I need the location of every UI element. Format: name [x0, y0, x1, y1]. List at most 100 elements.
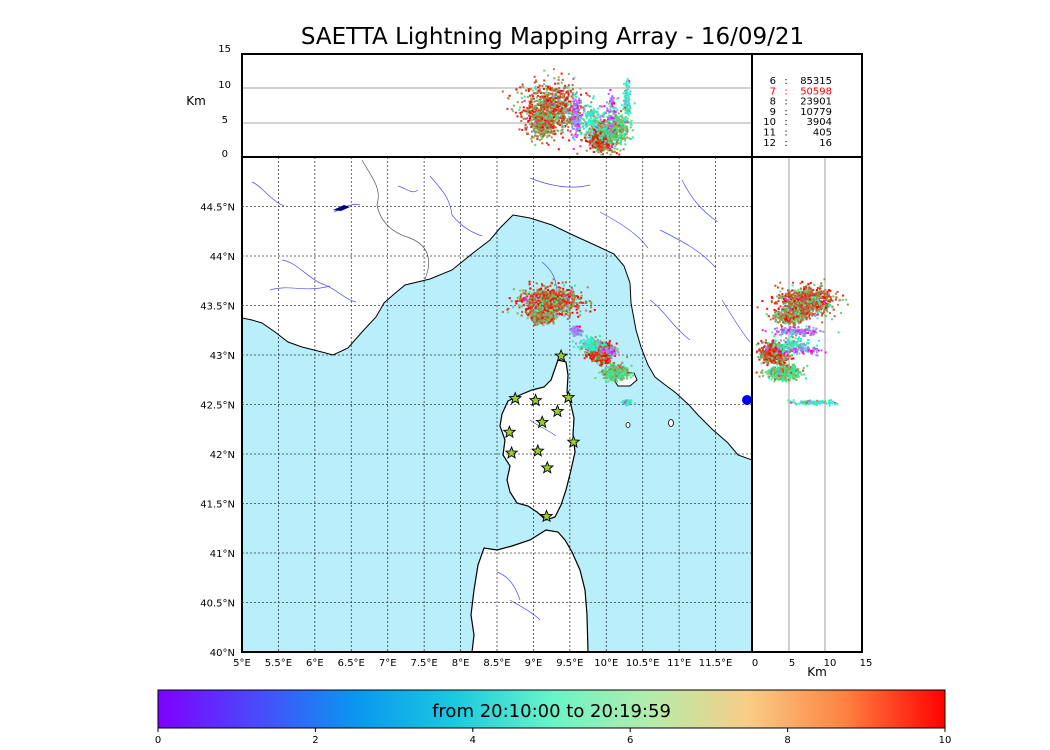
source-point-plan [613, 379, 616, 382]
source-point-plan [580, 339, 583, 342]
source-point-plan [567, 291, 570, 294]
source-point-plan [560, 294, 563, 297]
source-point-plan [536, 288, 539, 291]
source-point-plan [562, 287, 565, 290]
source-point-altitude [599, 134, 602, 137]
source-point-altitude [588, 144, 591, 147]
source-point-altitude [544, 84, 547, 87]
source-point-plan [589, 345, 592, 348]
source-point-altitude [621, 116, 624, 119]
source-point-plan [584, 299, 587, 302]
lon-tick-label: 6.5°E [338, 658, 365, 669]
source-point-plan [539, 305, 542, 308]
source-point-plan [553, 283, 556, 286]
source-point-altitude [543, 134, 546, 137]
source-point-plan [579, 347, 582, 350]
source-point-altitude [619, 136, 622, 139]
source-point-altitude [533, 114, 536, 117]
source-point-plan [542, 299, 545, 302]
source-point-plan [599, 347, 602, 350]
source-point-plan [553, 308, 556, 311]
source-point-altitude [623, 137, 626, 140]
source-point-plan [590, 357, 593, 360]
source-point-plan [611, 373, 614, 376]
source-point-plan [626, 400, 629, 403]
source-point-altitude [598, 150, 601, 153]
source-point-plan [549, 306, 552, 309]
source-point-altitude [572, 96, 575, 99]
source-point-altitude [573, 134, 576, 137]
source-point-altitude [560, 102, 563, 105]
source-point-plan [550, 306, 553, 309]
source-point-plan [589, 346, 592, 349]
source-point-altitude [600, 153, 603, 156]
source-point-plan [561, 312, 564, 315]
source-point-altitude [531, 95, 534, 98]
source-point-plan [544, 311, 547, 314]
source-point-plan [526, 298, 529, 301]
source-point-altitude [602, 149, 605, 152]
source-point-altitude [586, 140, 589, 143]
source-point-altitude [564, 104, 567, 107]
source-point-plan [548, 313, 551, 316]
source-point-plan [536, 293, 539, 296]
source-point-altitude [514, 111, 517, 114]
source-point-plan [518, 304, 521, 307]
source-point-altitude [549, 113, 552, 116]
source-point-altitude [547, 120, 550, 123]
source-point-altitude [547, 127, 550, 130]
source-point-altitude [613, 128, 616, 131]
source-point-altitude [534, 112, 537, 115]
source-point-plan [534, 318, 537, 321]
source-point-plan [603, 373, 606, 376]
source-point-plan [527, 292, 530, 295]
source-point-altitude [555, 88, 558, 91]
source-point-plan [547, 294, 550, 297]
source-point-plan [522, 304, 525, 307]
source-point-plan [614, 354, 617, 357]
source-point-altitude [543, 108, 546, 111]
source-point-altitude [598, 130, 601, 133]
source-point-plan [540, 300, 543, 303]
source-point-plan [594, 336, 597, 339]
source-point-plan [558, 289, 561, 292]
lon-tick-label: 10°E [594, 658, 618, 669]
source-point-altitude [556, 116, 559, 119]
source-point-altitude [520, 97, 523, 100]
source-point-altitude [610, 134, 613, 137]
source-point-plan [576, 345, 579, 348]
source-point-altitude [563, 109, 566, 112]
source-point-plan [629, 372, 632, 375]
source-point-plan [540, 312, 543, 315]
source-point-plan [542, 315, 545, 318]
source-point-plan [563, 292, 566, 295]
source-point-plan [533, 309, 536, 312]
source-point-altitude [620, 114, 623, 117]
source-point-plan [556, 306, 559, 309]
source-point-altitude [540, 123, 543, 126]
source-point-plan [560, 299, 563, 302]
source-point-plan [518, 299, 521, 302]
source-point-plan [580, 291, 583, 294]
source-point-plan [613, 377, 616, 380]
source-point-altitude [535, 114, 538, 117]
source-point-altitude [546, 134, 549, 137]
source-point-plan [590, 339, 593, 342]
source-point-altitude [630, 119, 633, 122]
source-point-plan [567, 289, 570, 292]
source-point-altitude [572, 92, 575, 95]
source-point-altitude [533, 75, 536, 78]
source-point-plan [577, 307, 580, 310]
source-point-altitude [595, 136, 598, 139]
source-point-altitude [610, 142, 613, 145]
source-point-plan [543, 317, 546, 320]
source-point-plan [525, 312, 528, 315]
source-point-altitude [566, 120, 569, 123]
source-point-altitude [537, 124, 540, 127]
source-point-altitude [524, 123, 527, 126]
source-point-altitude [561, 128, 564, 131]
source-point-plan [603, 356, 606, 359]
lake [333, 205, 350, 211]
source-point-altitude [559, 93, 562, 96]
